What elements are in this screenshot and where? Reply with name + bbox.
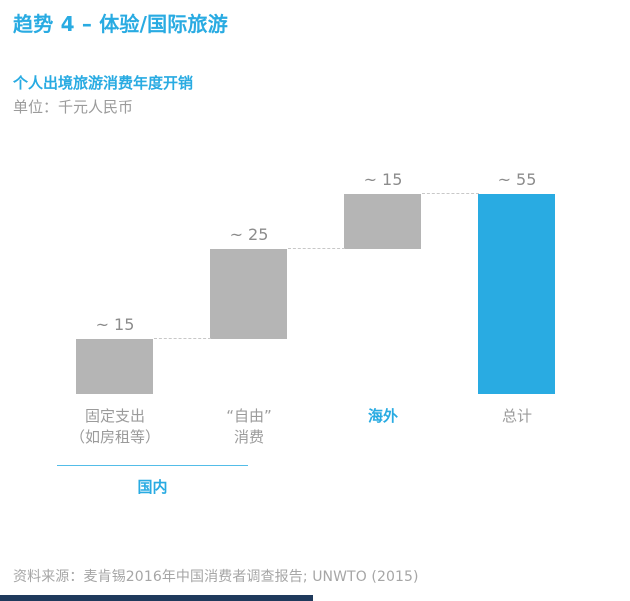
waterfall-column-overseas: ~ 15 [316, 160, 450, 394]
category-label-free-spend: “自由” 消费 [226, 407, 272, 446]
bar-value-label: ~ 15 [363, 170, 403, 189]
source-note: 资料来源：麦肯锡2016年中国消费者调查报告; UNWTO (2015) [13, 569, 419, 585]
category-label-total: 总计 [501, 407, 532, 425]
waterfall-connector [421, 193, 479, 194]
waterfall-column-free-spend: ~ 25 [182, 160, 316, 394]
category-label-fixed-spend: 固定支出 （如房租等） [69, 407, 160, 446]
category-axis: 固定支出 （如房租等） “自由” 消费 海外 总计 [0, 406, 630, 452]
domestic-group-label: 国内 [137, 478, 168, 496]
waterfall-connector [153, 338, 211, 340]
page-title: 趋势 4 – 体验/国际旅游 [13, 12, 228, 36]
waterfall-column-total: ~ 55 [450, 160, 584, 394]
domestic-group-bracket-line [57, 465, 248, 466]
bar-total [478, 194, 555, 394]
bar-free-spend [210, 248, 287, 340]
chart-title: 个人出境旅游消费年度开销 [13, 74, 194, 92]
waterfall-connector [287, 247, 345, 249]
bottom-accent-bar [0, 595, 313, 601]
bar-fixed-spend [76, 339, 153, 394]
chart-unit-label: 单位：千元人民币 [13, 98, 134, 116]
bar-value-label: ~ 55 [497, 170, 537, 189]
waterfall-column-fixed-spend: ~ 15 [48, 160, 182, 394]
category-label-overseas: 海外 [367, 407, 398, 425]
bar-value-label: ~ 25 [229, 224, 269, 244]
waterfall-chart: ~ 15 ~ 25 ~ 15 ~ 55 [0, 160, 630, 394]
bar-value-label: ~ 15 [95, 315, 135, 335]
bar-overseas [344, 194, 421, 249]
